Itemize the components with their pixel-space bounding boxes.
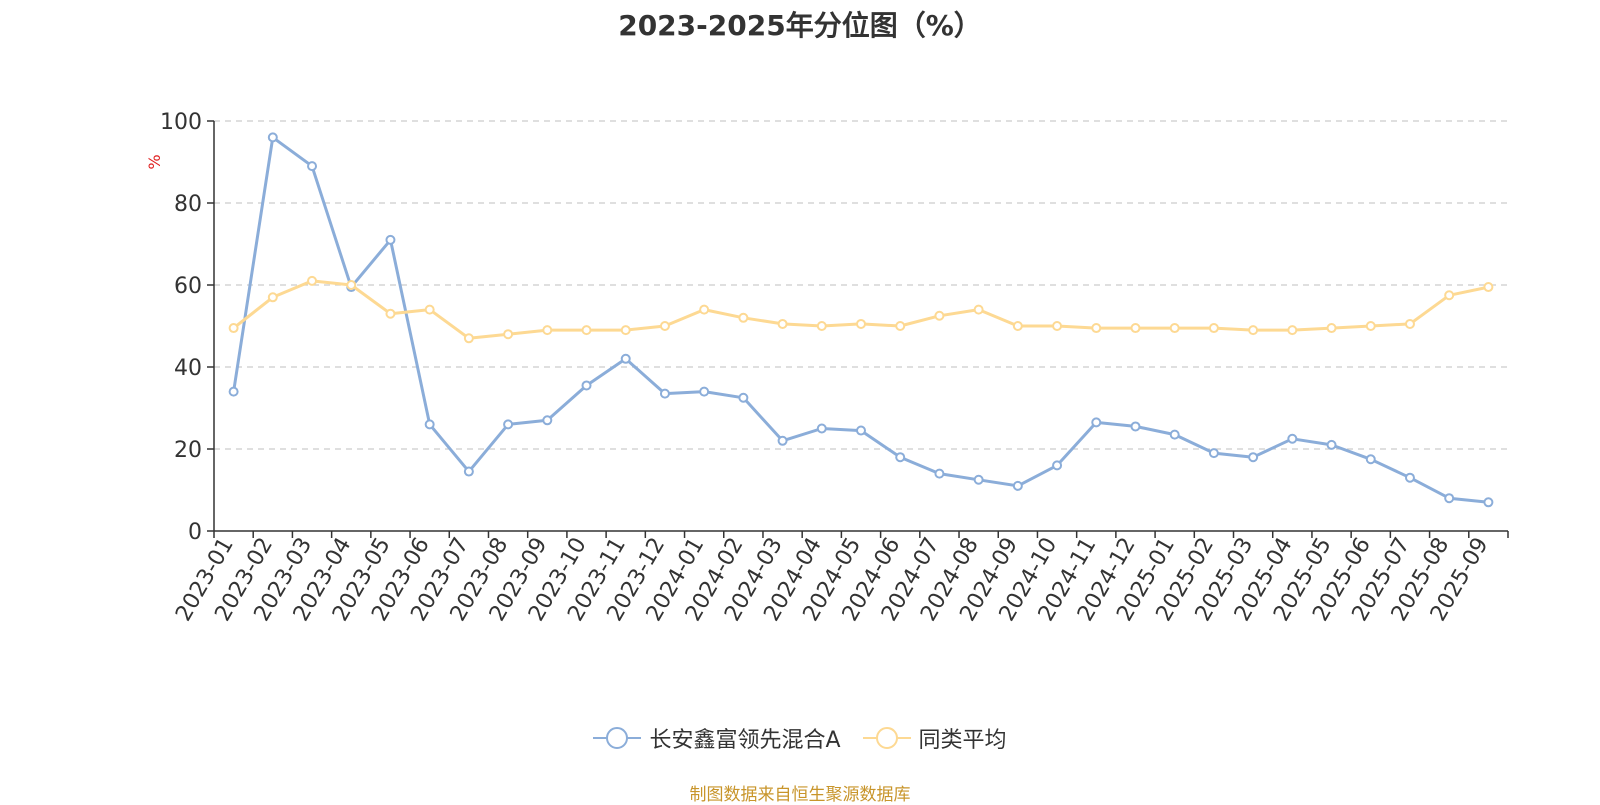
- series-1: [228, 132, 1494, 508]
- data-point: [659, 388, 670, 399]
- data-point: [1365, 321, 1376, 331]
- data-point: [503, 329, 514, 340]
- legend-item-series-2[interactable]: 同类平均: [862, 722, 1007, 754]
- data-point: [228, 386, 239, 397]
- data-point: [307, 161, 318, 172]
- data-point: [620, 353, 631, 364]
- data-point: [542, 415, 553, 426]
- data-point: [934, 310, 945, 321]
- data-point: [895, 452, 906, 463]
- y-tick-label: 20: [174, 438, 202, 463]
- legend-label: 长安鑫富领先混合A: [649, 728, 841, 753]
- chart-title: 2023-2025年分位图（%）: [618, 9, 982, 42]
- data-point: [228, 323, 239, 334]
- data-point: [1052, 460, 1063, 471]
- data-point: [1483, 497, 1494, 508]
- data-point: [463, 333, 474, 344]
- data-point: [267, 292, 278, 303]
- data-point: [307, 275, 318, 286]
- data-point: [385, 308, 396, 319]
- data-point: [1248, 325, 1259, 336]
- legend-label: 同类平均: [918, 728, 1007, 753]
- data-point: [620, 325, 631, 336]
- data-point: [424, 304, 435, 315]
- data-point: [581, 380, 592, 391]
- data-point: [1052, 321, 1063, 331]
- data-point: [1444, 290, 1455, 301]
- data-point: [1404, 318, 1415, 329]
- data-point: [699, 304, 710, 315]
- data-point: [1012, 321, 1023, 331]
- data-point: [1012, 480, 1023, 491]
- legend-circle-icon: [593, 727, 642, 749]
- y-tick-label: 40: [174, 356, 202, 381]
- series-lines: [228, 132, 1494, 508]
- data-point: [1404, 472, 1415, 483]
- data-point: [699, 386, 710, 397]
- data-point: [777, 318, 788, 329]
- legend-item-series-1[interactable]: 长安鑫富领先混合A: [593, 722, 841, 754]
- data-point: [346, 280, 357, 290]
- y-axis-unit: %: [145, 154, 164, 169]
- data-point: [856, 425, 866, 436]
- data-point: [424, 419, 435, 430]
- data-point: [1091, 323, 1102, 334]
- y-tick-label: 0: [188, 520, 202, 545]
- data-point: [816, 321, 827, 331]
- data-point: [1444, 493, 1455, 504]
- data-point: [934, 468, 945, 479]
- data-point: [973, 474, 984, 485]
- data-point: [581, 325, 592, 336]
- data-point: [1169, 323, 1180, 334]
- series-line: [232, 279, 1489, 340]
- data-point: [659, 321, 670, 331]
- data-point: [1208, 323, 1219, 334]
- data-point: [777, 435, 788, 446]
- data-point: [1287, 325, 1298, 336]
- data-point: [1326, 323, 1337, 334]
- data-point: [385, 234, 396, 245]
- gridlines: [214, 120, 1508, 450]
- data-point: [856, 318, 866, 329]
- y-tick-label: 60: [174, 274, 202, 299]
- legend: 长安鑫富领先混合A 同类平均: [0, 722, 1600, 754]
- data-point: [1169, 429, 1180, 440]
- data-point: [1365, 454, 1376, 465]
- data-point: [1248, 452, 1259, 463]
- data-point: [738, 392, 749, 403]
- data-point: [1287, 433, 1298, 444]
- data-point: [895, 321, 906, 331]
- legend-circle-icon: [862, 727, 911, 749]
- y-tick-label: 80: [174, 192, 202, 217]
- data-point: [1326, 439, 1337, 450]
- data-point: [463, 466, 474, 477]
- series-2: [228, 275, 1494, 344]
- data-point: [1091, 417, 1102, 428]
- data-point: [503, 419, 514, 430]
- data-point: [738, 312, 749, 323]
- y-axis: 0 20 40 60 80 100: [160, 110, 215, 545]
- data-point: [542, 325, 553, 336]
- x-axis: 2023-012023-022023-032023-042023-052023-…: [171, 530, 1509, 626]
- data-point: [267, 132, 278, 143]
- data-point: [816, 423, 827, 434]
- data-source-note: 制图数据来自恒生聚源数据库: [689, 785, 911, 805]
- data-point: [1130, 421, 1141, 432]
- data-point: [1130, 323, 1141, 334]
- data-point: [1483, 282, 1494, 293]
- y-tick-label: 100: [160, 110, 202, 135]
- data-point: [973, 304, 984, 315]
- data-point: [1208, 448, 1219, 459]
